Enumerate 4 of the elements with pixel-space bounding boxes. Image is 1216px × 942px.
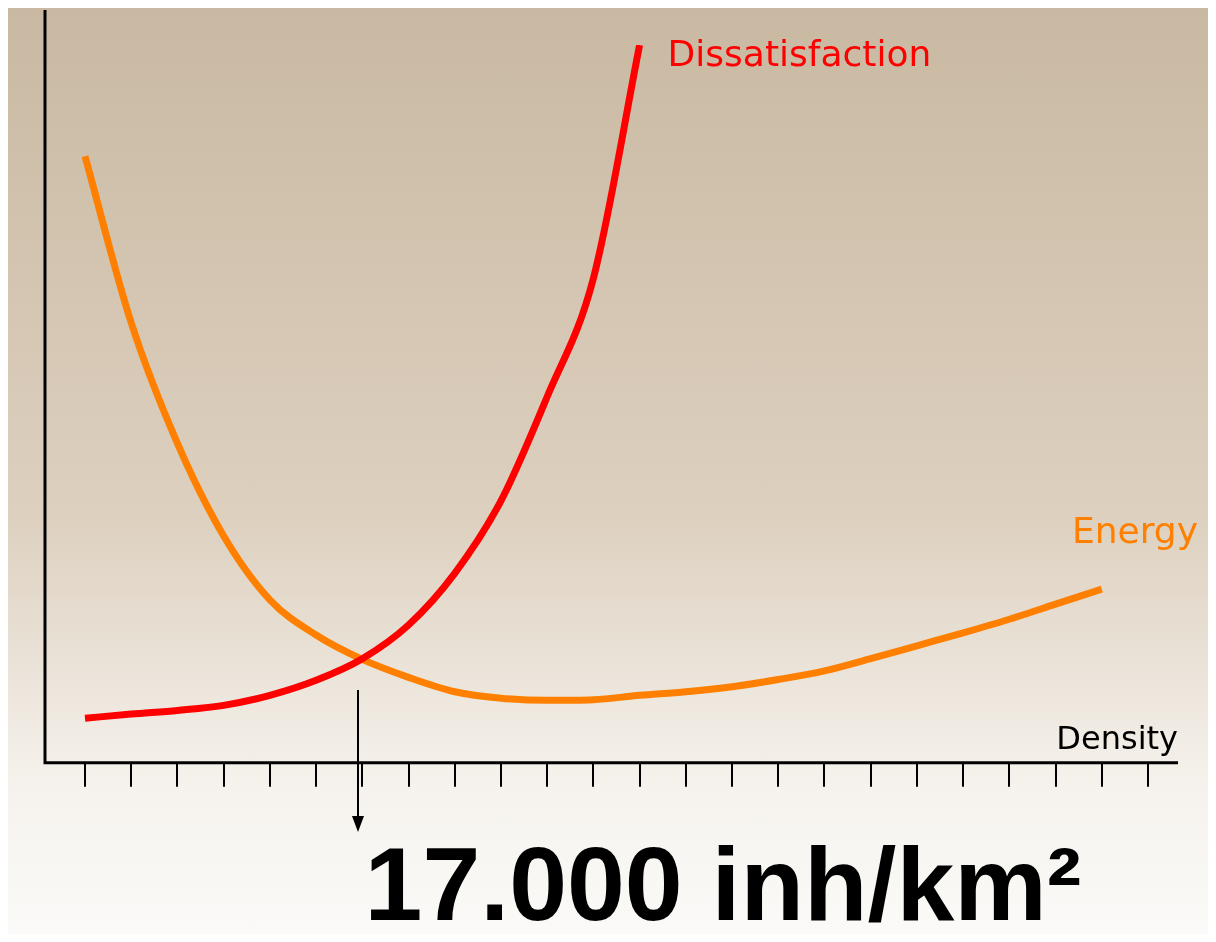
series-label: Energy (1071, 510, 1198, 552)
x-axis-title: Density (1056, 719, 1178, 758)
text: 17.000 inh/km² (364, 826, 1082, 942)
series-label: Dissatisfaction (667, 33, 932, 75)
